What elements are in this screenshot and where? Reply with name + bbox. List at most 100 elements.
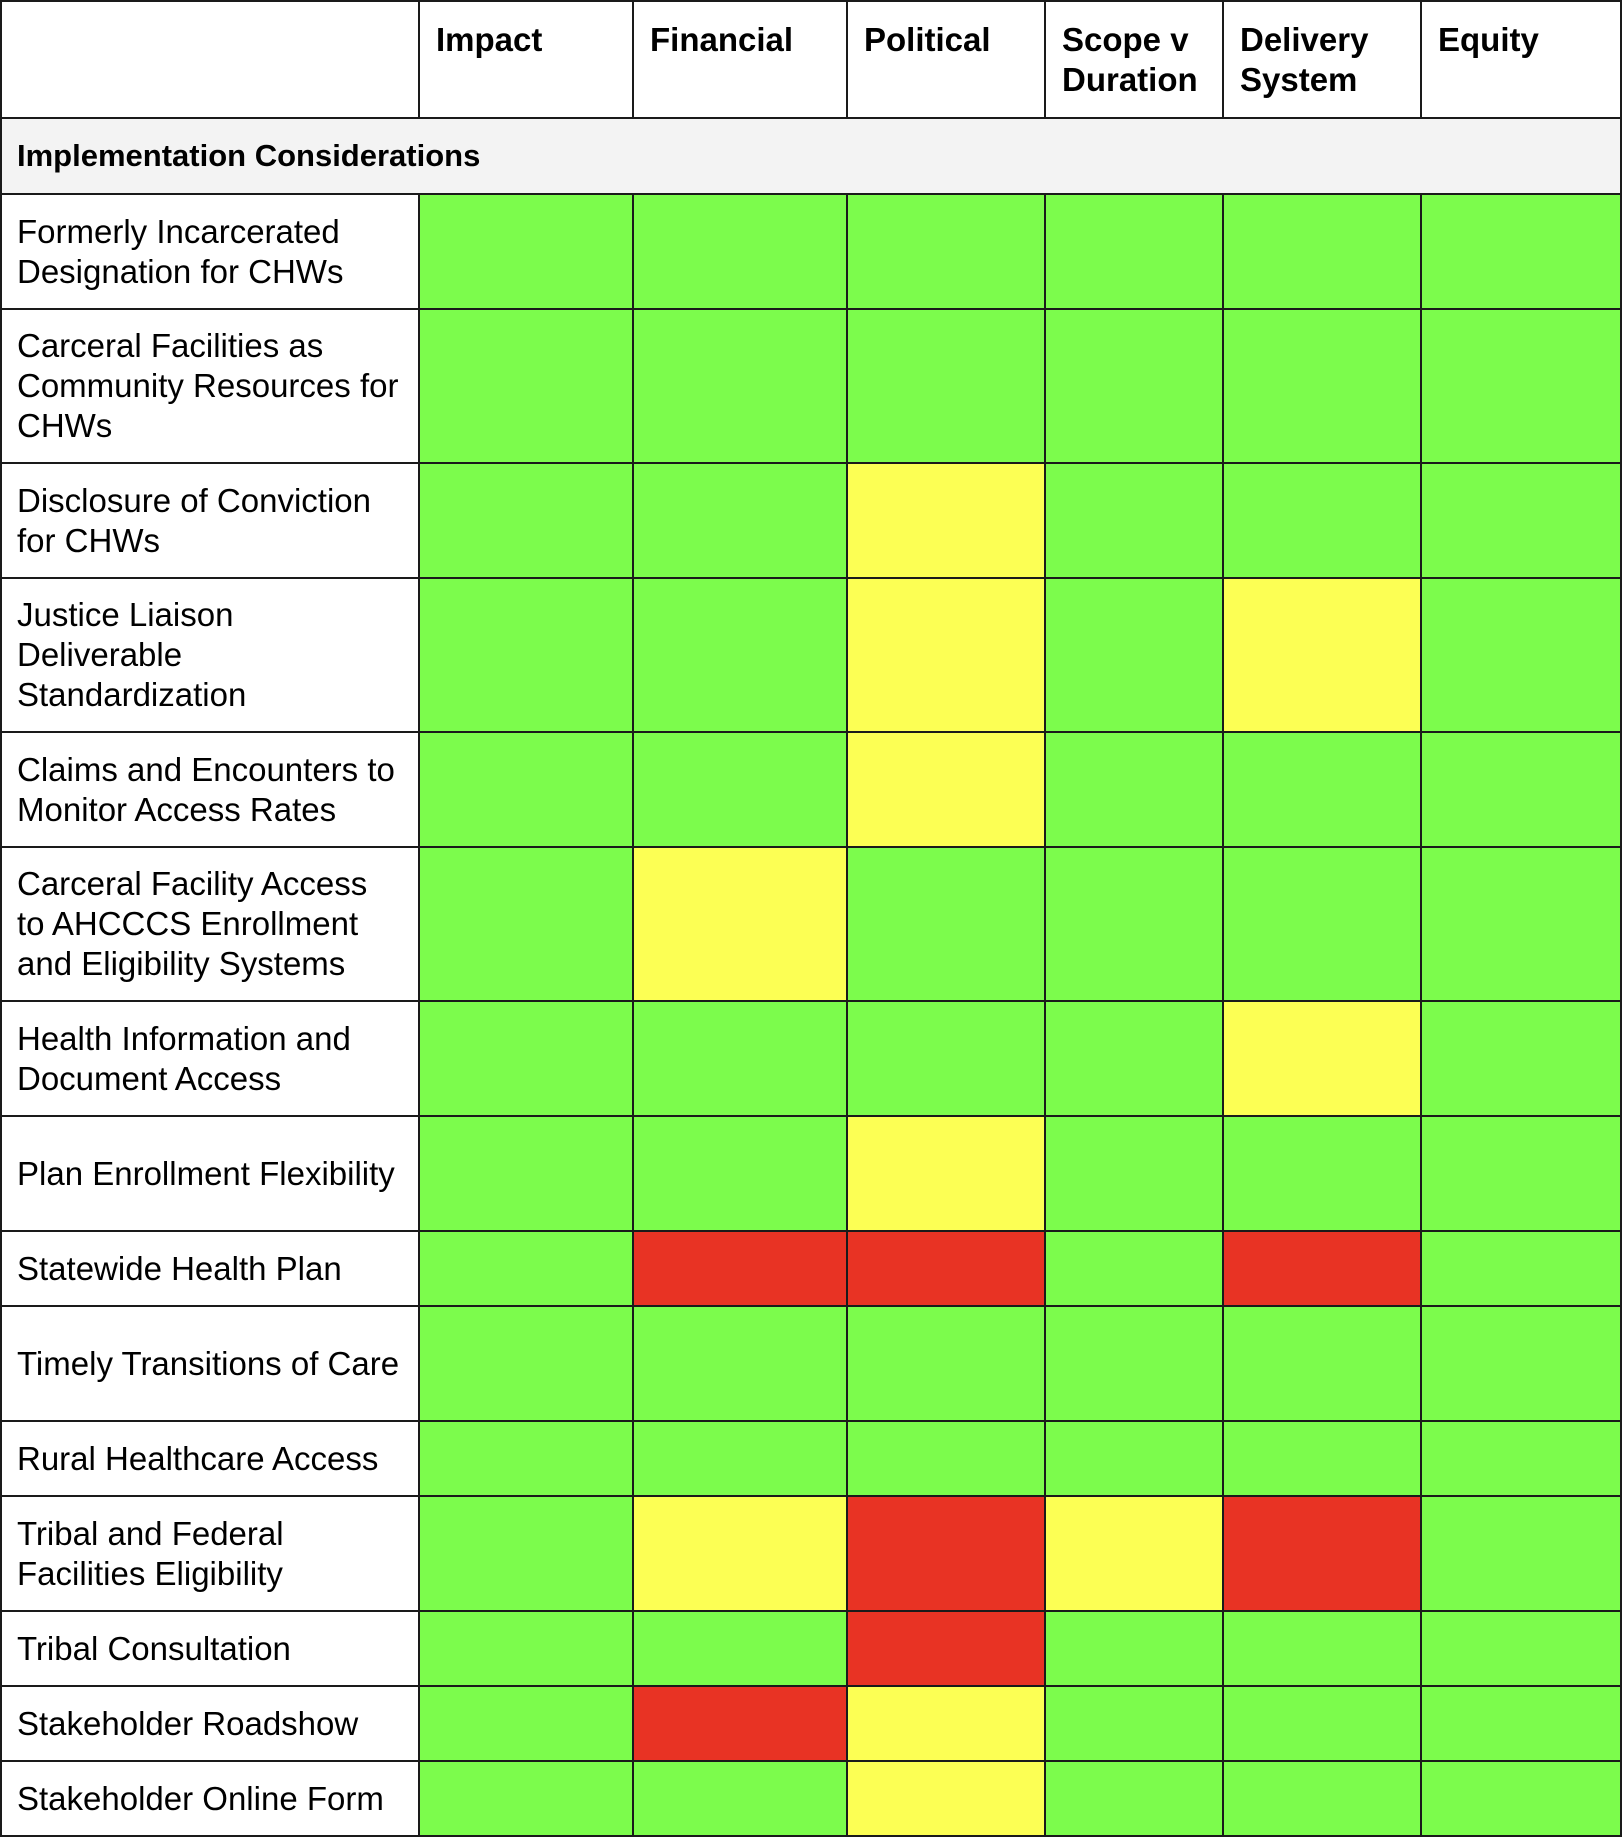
rating-cell-delivery-system <box>1222 193 1422 310</box>
rating-cell-delivery-system <box>1222 1760 1422 1837</box>
rating-cell-scope-v-duration <box>1044 1420 1224 1497</box>
rating-cell-financial <box>632 1610 848 1687</box>
table-row: Formerly Incarcerated Designation for CH… <box>0 193 1622 310</box>
section-row: Implementation Considerations <box>0 117 1622 195</box>
rating-cell-scope-v-duration <box>1044 1230 1224 1307</box>
row-label: Disclosure of Conviction for CHWs <box>0 462 420 579</box>
rating-cell-scope-v-duration <box>1044 1305 1224 1422</box>
rating-cell-delivery-system <box>1222 1230 1422 1307</box>
rating-cell-impact <box>418 1000 634 1117</box>
header-row: Impact Financial Political Scope v Durat… <box>0 0 1622 119</box>
rating-cell-financial <box>632 193 848 310</box>
rating-cell-scope-v-duration <box>1044 1115 1224 1232</box>
rating-cell-equity <box>1420 1420 1622 1497</box>
rating-cell-impact <box>418 577 634 733</box>
table-row: Carceral Facility Access to AHCCCS Enrol… <box>0 846 1622 1002</box>
rating-cell-financial <box>632 1495 848 1612</box>
rating-cell-political <box>846 1760 1046 1837</box>
rating-cell-equity <box>1420 1495 1622 1612</box>
rating-cell-scope-v-duration <box>1044 193 1224 310</box>
rating-cell-political <box>846 193 1046 310</box>
row-label: Statewide Health Plan <box>0 1230 420 1307</box>
column-header-equity: Equity <box>1420 0 1622 119</box>
table-row: Stakeholder Online Form <box>0 1760 1622 1837</box>
rating-cell-financial <box>632 1760 848 1837</box>
rating-cell-equity <box>1420 1000 1622 1117</box>
rating-cell-equity <box>1420 1685 1622 1762</box>
rating-cell-political <box>846 1495 1046 1612</box>
rating-cell-equity <box>1420 1115 1622 1232</box>
rating-cell-financial <box>632 1420 848 1497</box>
rating-cell-impact <box>418 308 634 464</box>
rating-cell-equity <box>1420 308 1622 464</box>
row-label: Carceral Facility Access to AHCCCS Enrol… <box>0 846 420 1002</box>
row-label: Stakeholder Online Form <box>0 1760 420 1837</box>
rating-cell-equity <box>1420 1760 1622 1837</box>
row-label: Justice Liaison Deliverable Standardizat… <box>0 577 420 733</box>
row-label: Health Information and Document Access <box>0 1000 420 1117</box>
rating-cell-financial <box>632 731 848 848</box>
column-header-financial: Financial <box>632 0 848 119</box>
rating-cell-political <box>846 308 1046 464</box>
rating-cell-political <box>846 577 1046 733</box>
rating-cell-delivery-system <box>1222 462 1422 579</box>
rating-cell-scope-v-duration <box>1044 1495 1224 1612</box>
row-label: Carceral Facilities as Community Resourc… <box>0 308 420 464</box>
rating-cell-scope-v-duration <box>1044 462 1224 579</box>
rating-cell-equity <box>1420 1230 1622 1307</box>
rating-cell-scope-v-duration <box>1044 846 1224 1002</box>
rating-cell-political <box>846 1420 1046 1497</box>
table-row: Stakeholder Roadshow <box>0 1685 1622 1762</box>
rating-cell-political <box>846 731 1046 848</box>
rating-cell-delivery-system <box>1222 308 1422 464</box>
row-label: Claims and Encounters to Monitor Access … <box>0 731 420 848</box>
rating-cell-financial <box>632 846 848 1002</box>
row-label: Tribal and Federal Facilities Eligibilit… <box>0 1495 420 1612</box>
table-row: Timely Transitions of Care <box>0 1305 1622 1422</box>
rating-cell-impact <box>418 1610 634 1687</box>
rating-cell-scope-v-duration <box>1044 731 1224 848</box>
rating-cell-impact <box>418 1230 634 1307</box>
rating-cell-equity <box>1420 577 1622 733</box>
rating-cell-equity <box>1420 846 1622 1002</box>
rating-cell-political <box>846 1115 1046 1232</box>
rating-cell-delivery-system <box>1222 1305 1422 1422</box>
rating-cell-impact <box>418 1420 634 1497</box>
rating-cell-financial <box>632 1000 848 1117</box>
section-title: Implementation Considerations <box>0 117 1622 195</box>
rating-cell-equity <box>1420 731 1622 848</box>
rating-cell-delivery-system <box>1222 1610 1422 1687</box>
rating-cell-political <box>846 1305 1046 1422</box>
table-row: Claims and Encounters to Monitor Access … <box>0 731 1622 848</box>
row-label: Rural Healthcare Access <box>0 1420 420 1497</box>
table-row: Health Information and Document Access <box>0 1000 1622 1117</box>
rating-cell-scope-v-duration <box>1044 1760 1224 1837</box>
rating-cell-financial <box>632 308 848 464</box>
rating-cell-delivery-system <box>1222 1685 1422 1762</box>
rating-cell-scope-v-duration <box>1044 577 1224 733</box>
row-label: Plan Enrollment Flexibility <box>0 1115 420 1232</box>
rating-cell-political <box>846 1685 1046 1762</box>
rating-cell-political <box>846 846 1046 1002</box>
rating-cell-equity <box>1420 1610 1622 1687</box>
rating-cell-delivery-system <box>1222 1000 1422 1117</box>
table-row: Statewide Health Plan <box>0 1230 1622 1307</box>
rating-cell-political <box>846 1000 1046 1117</box>
rating-cell-impact <box>418 1495 634 1612</box>
table-row: Justice Liaison Deliverable Standardizat… <box>0 577 1622 733</box>
rating-cell-delivery-system <box>1222 577 1422 733</box>
column-header-delivery-system: Delivery System <box>1222 0 1422 119</box>
rating-cell-scope-v-duration <box>1044 308 1224 464</box>
column-header-scope-v-duration: Scope v Duration <box>1044 0 1224 119</box>
rating-cell-delivery-system <box>1222 1420 1422 1497</box>
rating-cell-impact <box>418 846 634 1002</box>
rating-cell-equity <box>1420 193 1622 310</box>
corner-header <box>0 0 420 119</box>
column-header-impact: Impact <box>418 0 634 119</box>
rating-cell-impact <box>418 1115 634 1232</box>
table-row: Tribal and Federal Facilities Eligibilit… <box>0 1495 1622 1612</box>
rating-cell-equity <box>1420 462 1622 579</box>
rating-cell-financial <box>632 1230 848 1307</box>
table-row: Plan Enrollment Flexibility <box>0 1115 1622 1232</box>
